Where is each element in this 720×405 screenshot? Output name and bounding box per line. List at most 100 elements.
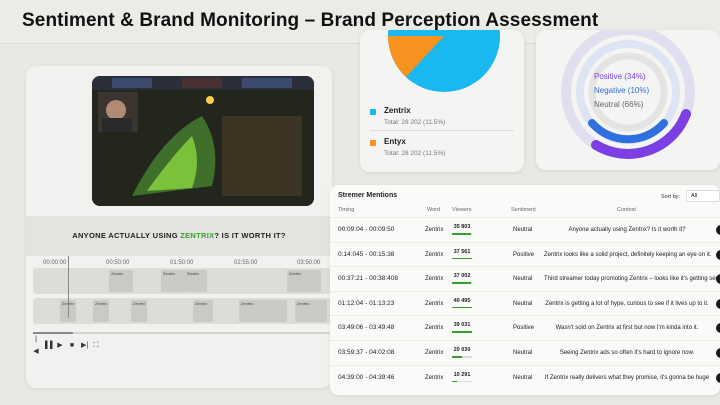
column-header-sentiment[interactable]: Sentiment	[511, 207, 536, 213]
playback-progress-fill	[33, 332, 73, 334]
legend-name: Zentrix	[384, 106, 411, 115]
mention-clip[interactable]: Zentrix	[161, 270, 185, 292]
pause-icon[interactable]: ▌▌	[45, 342, 55, 349]
row-timing: 04:39:00 - 04:39:46	[338, 373, 395, 381]
row-viewers: 10 291	[453, 371, 471, 378]
table-row[interactable]: 00:37:21 - 00:38:408 Zentrix 37 002 Neutral…	[330, 266, 720, 290]
table-row[interactable]: 03:49:06 - 03:49:48 Zentrix 39 031 Positive…	[330, 315, 720, 339]
table-row[interactable]: 0:14:045 - 00:15:38 Zentrix 37 561 Positive…	[330, 241, 720, 266]
column-header-viewers[interactable]: Viewers	[452, 207, 472, 213]
legend-total: Total: 28 202 (11.5%)	[384, 119, 446, 126]
viewers-bar-track	[452, 380, 472, 383]
audio-track-2[interactable]: Zentrix Zentrix Zentrix Zentrix Zentrix …	[33, 298, 331, 324]
row-timing: 00:09:04 - 00:09:50	[338, 226, 395, 233]
mention-clip[interactable]: Zentrix	[185, 270, 207, 292]
mention-clip[interactable]: Zentrix	[295, 300, 327, 322]
viewers-bar	[452, 380, 458, 383]
row-word: Zentrix	[425, 325, 444, 332]
viewers-bar	[452, 233, 471, 235]
column-header-context[interactable]: Context	[617, 207, 636, 213]
mention-clip[interactable]: Zentrix	[287, 270, 321, 292]
row-viewers: 20 030	[453, 347, 471, 353]
row-timing: 03:59:37 - 04:02:08	[338, 349, 395, 356]
row-word: Zentrix	[425, 251, 444, 258]
ring-positive-arc[interactable]	[591, 109, 691, 159]
viewers-bar	[452, 257, 472, 260]
table-row[interactable]: 00:09:04 - 00:09:50 Zentrix 35 803 Neutral A…	[330, 217, 720, 241]
brand-share-pie-chart	[388, 30, 500, 92]
viewers-bar	[452, 282, 472, 284]
sort-label: Sort by:	[661, 194, 680, 200]
mention-clip[interactable]: Zentrix	[93, 300, 109, 322]
ring-label-negative: Negative (10%)	[594, 86, 650, 95]
caption-keyword-highlight: ZENTRIX	[180, 231, 215, 240]
row-timing: 03:49:06 - 03:49:48	[338, 324, 395, 332]
row-viewers: 39 031	[453, 322, 471, 329]
skip-forward-icon[interactable]: ▶|	[81, 342, 89, 349]
mention-clip[interactable]: Zentrix	[131, 300, 147, 322]
row-sentiment: Neutral	[513, 276, 533, 283]
stream-video-frame[interactable]	[92, 76, 314, 206]
row-context: Zentrix looks like a solid project, defi…	[544, 251, 712, 258]
pie-slice-entyx[interactable]	[388, 36, 444, 77]
playback-progress-bar[interactable]	[33, 332, 331, 334]
ring-neutral-arc[interactable]	[588, 52, 668, 132]
legend-divider	[370, 130, 514, 131]
sentiment-ring-card: Positive (34%) Negative (10%) Neutral (6…	[536, 30, 720, 170]
row-action-icon[interactable]	[716, 225, 720, 235]
row-context: Anyone actually using Zentrix? Is it wor…	[568, 227, 686, 233]
skip-back-icon[interactable]: |◀	[33, 336, 39, 355]
row-action-icon[interactable]	[716, 298, 720, 309]
video-player-card: ANYONE ACTUALLY USING ZENTRIX? IS IT WOR…	[26, 66, 332, 388]
timeline-tick: 03:50:00	[297, 260, 321, 266]
row-timing: 00:37:21 - 00:38:408	[338, 275, 398, 283]
row-action-icon[interactable]	[716, 348, 720, 358]
column-header-timing[interactable]: Timing	[338, 207, 355, 213]
row-action-icon[interactable]	[716, 323, 720, 334]
row-sentiment: Neutral	[513, 374, 533, 381]
audio-track-1[interactable]: Zentrix Zentrix Zentrix Zentrix	[33, 268, 331, 294]
row-context: Seeing Zentrix ads so often it's hard to…	[559, 350, 695, 356]
ring-negative-arc[interactable]	[588, 119, 668, 144]
row-sentiment: Neutral	[513, 300, 533, 307]
row-context: Zentrix is getting a lot of hype, curiou…	[545, 300, 709, 307]
row-action-icon[interactable]	[716, 249, 720, 260]
row-sentiment: Positive	[513, 251, 535, 258]
mention-clip[interactable]: Zentrix	[193, 300, 213, 322]
table-row[interactable]: 04:39:00 - 04:39:46 Zentrix 10 291 Neutral I…	[330, 364, 720, 389]
column-header-word[interactable]: Word	[427, 207, 441, 213]
mention-clip[interactable]: Zentrix	[109, 270, 133, 292]
transcript-caption: ANYONE ACTUALLY USING ZENTRIX? IS IT WOR…	[26, 216, 332, 256]
row-action-icon[interactable]	[716, 274, 720, 285]
row-sentiment: Neutral	[513, 227, 533, 233]
row-sentiment: Positive	[513, 325, 535, 332]
row-action-icon[interactable]	[716, 372, 720, 383]
row-context: Wasn't sold on Zentrix at first but now …	[555, 325, 699, 332]
row-viewers: 37 561	[453, 248, 471, 255]
table-row[interactable]: 01:12:04 - 01:13:23 Zentrix 40 495 Neutral Z…	[330, 290, 720, 315]
viewers-bar	[452, 331, 472, 333]
legend-name: Entyx	[384, 137, 406, 146]
table-title: Stremer Mentions	[338, 192, 398, 199]
caption-text: ANYONE ACTUALLY USING ZENTRIX? IS IT WOR…	[72, 231, 286, 240]
legend-total: Total: 28 202 (11.5%)	[384, 150, 446, 157]
row-timing: 0:14:045 - 00:15:38	[338, 250, 395, 258]
ring-label-positive: Positive (34%)	[594, 72, 646, 81]
row-context: Third streamer today promoting Zentrix –…	[544, 276, 720, 283]
play-icon[interactable]: ▶	[57, 342, 63, 349]
sort-select[interactable]: All	[686, 190, 720, 202]
timeline-tick: 00:00:00	[43, 260, 67, 266]
brand-share-pie-card: Zentrix Total: 28 202 (11.5%) Entyx Tota…	[360, 30, 524, 172]
mention-clip[interactable]: Zentrix	[239, 300, 287, 322]
sentiment-ring-chart	[561, 30, 695, 159]
timeline-ruler: 00:00:00 00:50:00 01:50:00 02:55:00 03:5…	[26, 260, 332, 274]
row-viewers: 37 002	[453, 273, 471, 280]
stop-icon[interactable]: ■	[69, 342, 75, 349]
table-row[interactable]: 03:59:37 - 04:02:08 Zentrix 20 030 Neutral S…	[330, 340, 720, 364]
viewers-bar-track	[452, 356, 472, 358]
row-timing: 01:12:04 - 01:13:23	[338, 299, 395, 307]
page-title: Sentiment & Brand Monitoring – Brand Per…	[22, 10, 599, 31]
timeline-playhead[interactable]	[68, 256, 69, 318]
fullscreen-icon[interactable]: ⛶	[93, 342, 99, 349]
row-word: Zentrix	[425, 350, 444, 356]
